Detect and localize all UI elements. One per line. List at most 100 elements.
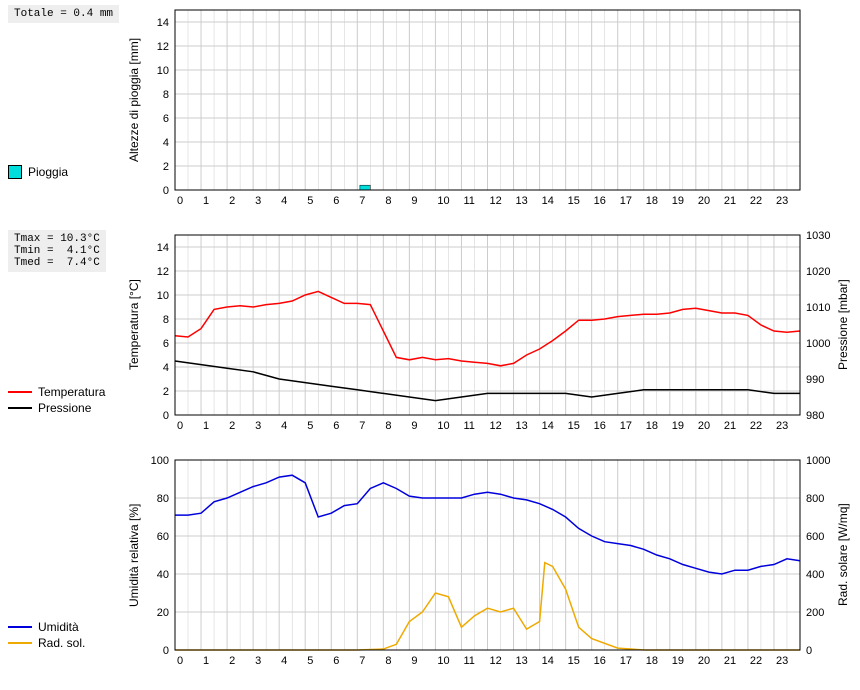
svg-text:8: 8 xyxy=(163,89,169,101)
svg-text:3: 3 xyxy=(255,195,261,207)
svg-text:8: 8 xyxy=(163,314,169,326)
svg-text:14: 14 xyxy=(542,420,554,432)
svg-text:17: 17 xyxy=(620,420,632,432)
svg-text:18: 18 xyxy=(646,195,658,207)
svg-text:20: 20 xyxy=(698,420,710,432)
svg-text:22: 22 xyxy=(750,195,762,207)
svg-text:1010: 1010 xyxy=(806,302,830,314)
svg-text:21: 21 xyxy=(724,655,736,667)
svg-text:17: 17 xyxy=(620,655,632,667)
svg-text:2: 2 xyxy=(229,655,235,667)
svg-text:0: 0 xyxy=(177,655,183,667)
svg-text:2: 2 xyxy=(163,386,169,398)
svg-text:4: 4 xyxy=(163,362,169,374)
svg-text:12: 12 xyxy=(490,195,502,207)
temp-chart: 0123456789101112131415161718192021222302… xyxy=(0,230,860,440)
svg-text:6: 6 xyxy=(333,195,339,207)
svg-text:1: 1 xyxy=(203,420,209,432)
svg-text:14: 14 xyxy=(157,242,169,254)
svg-text:2: 2 xyxy=(229,195,235,207)
svg-text:0: 0 xyxy=(163,410,169,422)
svg-text:4: 4 xyxy=(281,655,287,667)
svg-text:11: 11 xyxy=(463,420,474,432)
svg-text:2: 2 xyxy=(229,420,235,432)
svg-text:0: 0 xyxy=(177,195,183,207)
svg-text:1000: 1000 xyxy=(806,455,830,467)
svg-text:21: 21 xyxy=(724,420,736,432)
svg-text:100: 100 xyxy=(151,455,169,467)
svg-text:980: 980 xyxy=(806,410,824,422)
svg-text:16: 16 xyxy=(594,195,606,207)
svg-text:80: 80 xyxy=(157,493,169,505)
svg-text:200: 200 xyxy=(806,607,824,619)
svg-text:6: 6 xyxy=(163,113,169,125)
svg-text:10: 10 xyxy=(157,290,169,302)
svg-text:9: 9 xyxy=(411,195,417,207)
rain-chart: 0123456789101112131415161718192021222302… xyxy=(0,5,860,215)
svg-text:19: 19 xyxy=(672,420,684,432)
svg-text:10: 10 xyxy=(437,655,449,667)
svg-text:15: 15 xyxy=(568,420,580,432)
svg-text:20: 20 xyxy=(157,607,169,619)
svg-text:40: 40 xyxy=(157,569,169,581)
svg-text:13: 13 xyxy=(516,195,528,207)
svg-text:12: 12 xyxy=(490,420,502,432)
svg-text:13: 13 xyxy=(516,655,528,667)
svg-text:23: 23 xyxy=(776,195,788,207)
humid-chart: 0123456789101112131415161718192021222302… xyxy=(0,455,860,675)
svg-text:9: 9 xyxy=(411,655,417,667)
svg-text:12: 12 xyxy=(157,41,169,53)
svg-text:6: 6 xyxy=(163,338,169,350)
svg-text:12: 12 xyxy=(490,655,502,667)
svg-text:10: 10 xyxy=(157,65,169,77)
svg-text:4: 4 xyxy=(281,420,287,432)
svg-text:17: 17 xyxy=(620,195,632,207)
svg-text:5: 5 xyxy=(307,420,313,432)
svg-text:15: 15 xyxy=(568,195,580,207)
svg-text:11: 11 xyxy=(463,655,474,667)
svg-text:23: 23 xyxy=(776,655,788,667)
svg-text:990: 990 xyxy=(806,374,824,386)
svg-text:20: 20 xyxy=(698,195,710,207)
svg-text:800: 800 xyxy=(806,493,824,505)
svg-text:600: 600 xyxy=(806,531,824,543)
svg-text:19: 19 xyxy=(672,195,684,207)
svg-text:21: 21 xyxy=(724,195,736,207)
svg-text:0: 0 xyxy=(163,185,169,197)
svg-text:19: 19 xyxy=(672,655,684,667)
svg-text:60: 60 xyxy=(157,531,169,543)
svg-text:1020: 1020 xyxy=(806,266,830,278)
svg-text:4: 4 xyxy=(281,195,287,207)
svg-text:8: 8 xyxy=(385,195,391,207)
svg-text:6: 6 xyxy=(333,655,339,667)
svg-text:14: 14 xyxy=(542,655,554,667)
svg-text:9: 9 xyxy=(411,420,417,432)
svg-text:0: 0 xyxy=(177,420,183,432)
svg-text:5: 5 xyxy=(307,195,313,207)
svg-text:16: 16 xyxy=(594,655,606,667)
svg-text:14: 14 xyxy=(542,195,554,207)
svg-text:22: 22 xyxy=(750,420,762,432)
svg-text:20: 20 xyxy=(698,655,710,667)
svg-text:1030: 1030 xyxy=(806,230,830,242)
svg-text:0: 0 xyxy=(163,645,169,657)
svg-text:16: 16 xyxy=(594,420,606,432)
svg-text:400: 400 xyxy=(806,569,824,581)
svg-text:3: 3 xyxy=(255,655,261,667)
svg-text:15: 15 xyxy=(568,655,580,667)
svg-text:22: 22 xyxy=(750,655,762,667)
svg-text:0: 0 xyxy=(806,645,812,657)
svg-text:12: 12 xyxy=(157,266,169,278)
svg-text:11: 11 xyxy=(463,195,474,207)
svg-text:18: 18 xyxy=(646,655,658,667)
svg-text:7: 7 xyxy=(359,420,365,432)
svg-text:13: 13 xyxy=(516,420,528,432)
svg-text:10: 10 xyxy=(437,195,449,207)
svg-text:5: 5 xyxy=(307,655,313,667)
svg-text:23: 23 xyxy=(776,420,788,432)
svg-text:3: 3 xyxy=(255,420,261,432)
svg-text:1000: 1000 xyxy=(806,338,830,350)
svg-text:8: 8 xyxy=(385,420,391,432)
svg-text:8: 8 xyxy=(385,655,391,667)
svg-text:1: 1 xyxy=(203,195,209,207)
